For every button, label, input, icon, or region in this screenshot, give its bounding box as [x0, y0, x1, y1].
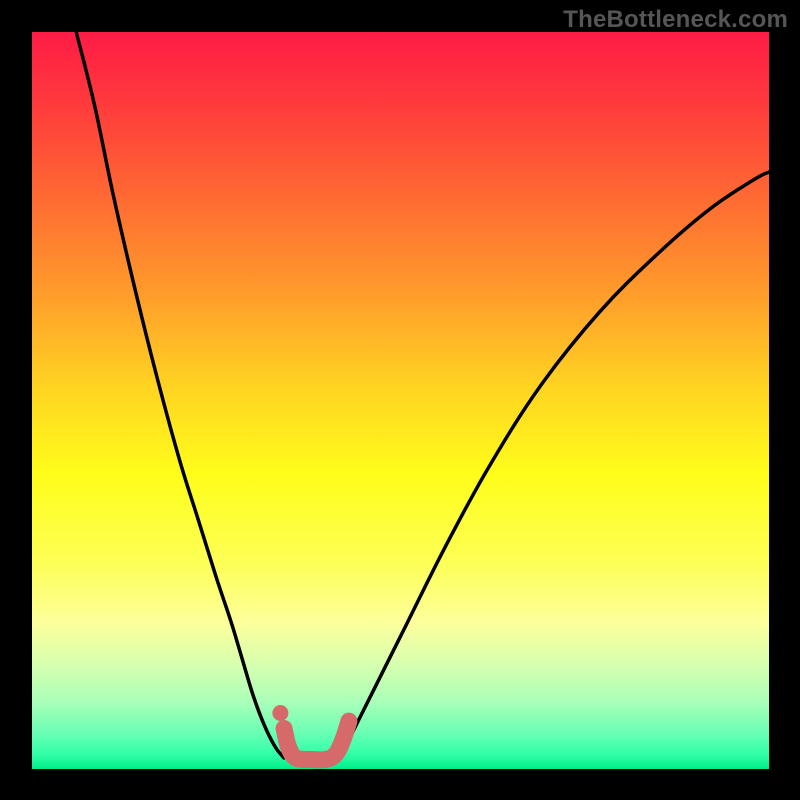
plot-background — [32, 32, 769, 769]
chart-frame: TheBottleneck.com — [0, 0, 800, 800]
valley-highlight-dot — [272, 705, 288, 721]
bottleneck-plot — [0, 0, 800, 800]
watermark-text: TheBottleneck.com — [563, 6, 788, 34]
